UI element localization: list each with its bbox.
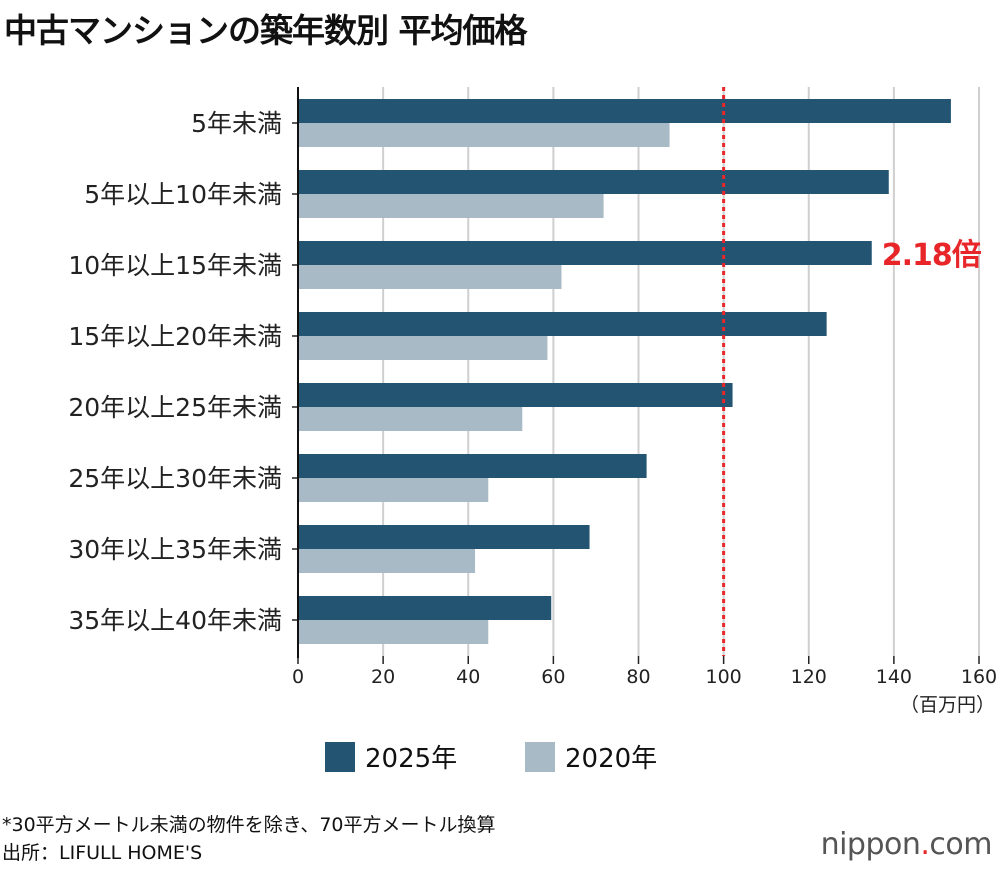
x-tick-label: 120 bbox=[791, 666, 827, 688]
legend-label-2020: 2020年 bbox=[565, 744, 658, 774]
x-tick-label: 160 bbox=[961, 666, 997, 688]
bar-2020 bbox=[298, 265, 562, 289]
bar-2025 bbox=[298, 525, 590, 549]
category-label: 5年未満 bbox=[191, 109, 282, 138]
legend-item-2025: 2025年 bbox=[325, 738, 457, 775]
source-note: 出所：LIFULL HOME'S bbox=[2, 842, 203, 864]
x-tick-label: 40 bbox=[456, 666, 480, 688]
footnote: *30平方メートル未満の物件を除き、70平方メートル換算 bbox=[2, 814, 496, 836]
x-tick-label: 100 bbox=[705, 666, 741, 688]
bar-chart: 0 20 40 60 80 100 120 140 160 （百万円） 5年未満 5年以上10年未満 1… bbox=[68, 87, 997, 716]
x-tick-label: 20 bbox=[371, 666, 395, 688]
legend-item-2020: 2020年 bbox=[525, 738, 657, 775]
bar-2020 bbox=[298, 194, 604, 218]
category-label: 20年以上25年未満 bbox=[68, 393, 282, 422]
category-label: 5年以上10年未満 bbox=[84, 180, 282, 209]
multiplier-annotation: 2.18倍 bbox=[882, 238, 982, 273]
logo-dot: . bbox=[920, 827, 930, 862]
bar-2025 bbox=[298, 312, 827, 336]
x-tick-label: 60 bbox=[541, 666, 565, 688]
bar-2025 bbox=[298, 241, 872, 265]
x-tick-label: 140 bbox=[876, 666, 912, 688]
bar-2020 bbox=[298, 478, 489, 502]
x-axis-unit: （百万円） bbox=[900, 694, 995, 716]
bar-2025 bbox=[298, 99, 951, 123]
logo-main: nippon bbox=[820, 827, 921, 862]
legend-label-2025: 2025年 bbox=[365, 744, 458, 774]
bar-2020 bbox=[298, 336, 548, 360]
bar-2020 bbox=[298, 123, 670, 147]
nippon-logo: nippon.com bbox=[820, 827, 993, 862]
bar-2020 bbox=[298, 620, 489, 644]
category-label: 30年以上35年未満 bbox=[68, 535, 282, 564]
bar-2020 bbox=[298, 407, 523, 431]
legend-swatch-2025 bbox=[325, 741, 355, 772]
category-label: 15年以上20年未満 bbox=[68, 322, 282, 351]
bar-2025 bbox=[298, 170, 889, 194]
bar-2025 bbox=[298, 596, 552, 620]
x-tick-label: 80 bbox=[626, 666, 650, 688]
chart-title: 中古マンションの築年数別 平均価格 bbox=[4, 11, 527, 50]
category-label: 35年以上40年未満 bbox=[68, 606, 282, 635]
logo-suffix: com bbox=[929, 827, 992, 862]
x-tick-label: 0 bbox=[292, 666, 304, 688]
bar-2025 bbox=[298, 454, 647, 478]
category-label: 25年以上30年未満 bbox=[68, 464, 282, 493]
bar-2025 bbox=[298, 383, 733, 407]
bar-2020 bbox=[298, 549, 476, 573]
legend-swatch-2020 bbox=[525, 741, 555, 772]
category-label: 10年以上15年未満 bbox=[68, 251, 282, 280]
